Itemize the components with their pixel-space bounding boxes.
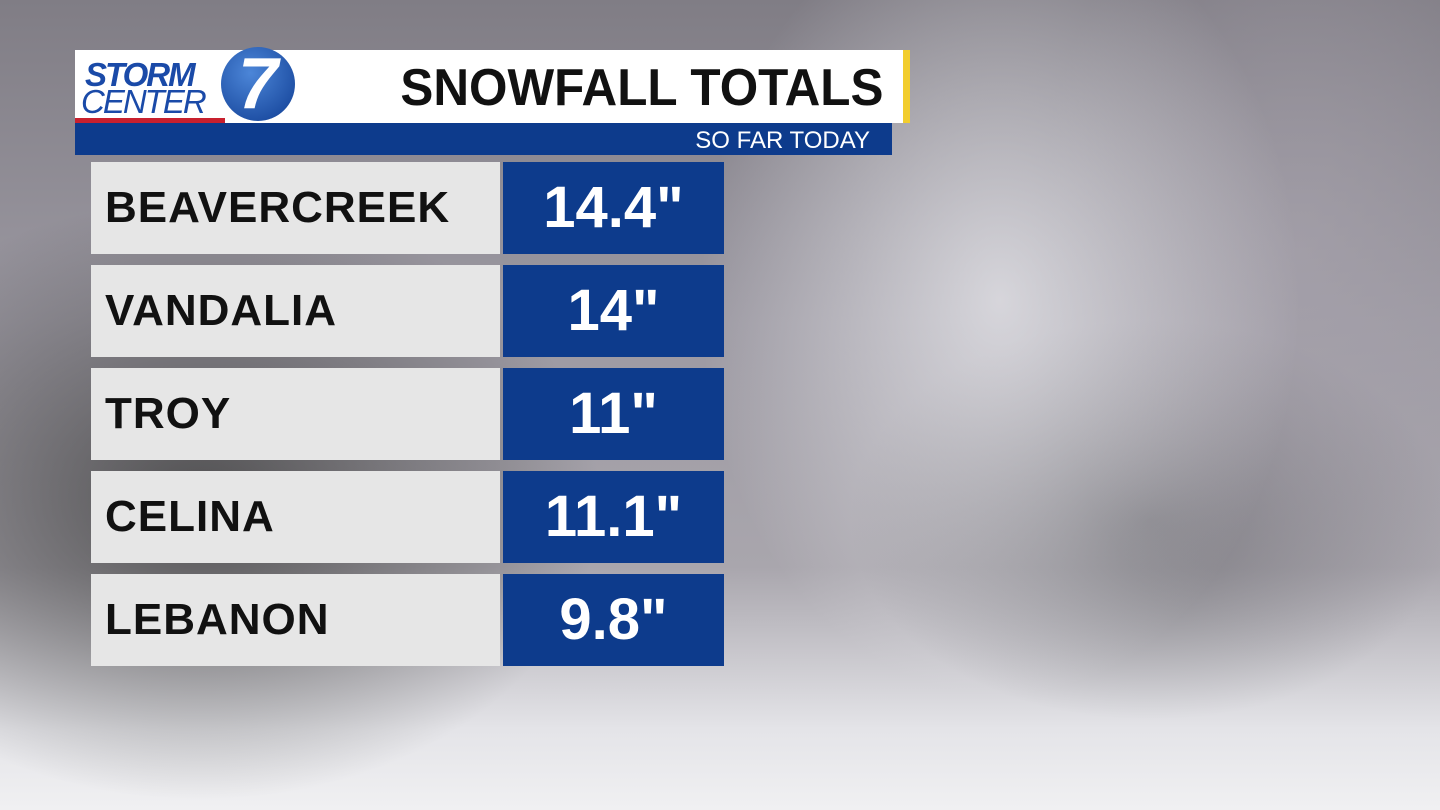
location-label: VANDALIA: [91, 265, 500, 357]
table-row: LEBANON 9.8": [91, 574, 724, 666]
location-label: TROY: [91, 368, 500, 460]
storm-center-7-logo: STORM CENTER 7: [75, 47, 300, 123]
page-title: SNOWFALL TOTALS: [399, 59, 883, 117]
location-label: LEBANON: [91, 574, 500, 666]
table-row: CELINA 11.1": [91, 471, 724, 563]
logo-center: CENTER: [81, 83, 207, 120]
snow-total: 11": [503, 368, 724, 460]
subtitle-bar: SO FAR TODAY: [75, 123, 892, 155]
header-bar: STORM CENTER 7 SNOWFALL TOTALS: [75, 47, 905, 123]
snow-total: 11.1": [503, 471, 724, 563]
logo-red-line: [75, 118, 225, 123]
table-row: VANDALIA 14": [91, 265, 724, 357]
snow-total: 9.8": [503, 574, 724, 666]
logo-seven: 7: [221, 47, 295, 121]
logo-storm: STORM: [85, 56, 196, 93]
location-label: CELINA: [91, 471, 500, 563]
snow-total: 14.4": [503, 162, 724, 254]
table-row: TROY 11": [91, 368, 724, 460]
snow-total: 14": [503, 265, 724, 357]
yellow-accent: [903, 50, 910, 123]
location-label: BEAVERCREEK: [91, 162, 500, 254]
subtitle: SO FAR TODAY: [695, 127, 870, 154]
table-row: BEAVERCREEK 14.4": [91, 162, 724, 254]
